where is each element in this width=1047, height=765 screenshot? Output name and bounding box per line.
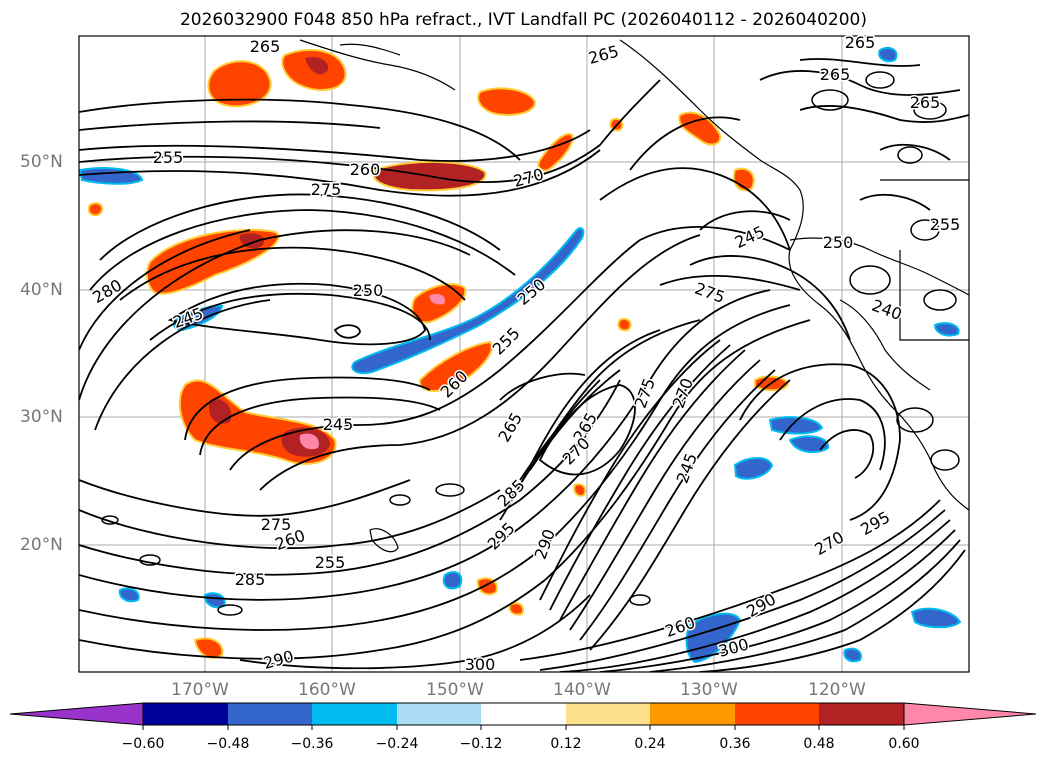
contour-label: 245: [323, 415, 354, 434]
small-contour-blobs: [101, 71, 960, 616]
colorbar-tick-label: −0.36: [290, 736, 334, 752]
lat-label-20n: 20°N: [20, 535, 63, 555]
colorbar-extend-low: [9, 702, 144, 726]
map-title: 2026032900 F048 850 hPa refract., IVT La…: [179, 10, 867, 30]
plot-frame: [78, 35, 970, 673]
contour-label: 275: [311, 180, 342, 199]
lon-label-170w: 170°W: [171, 680, 229, 700]
contour-label: 255: [930, 215, 961, 234]
contour-label: 250: [823, 233, 854, 252]
lon-label-150w: 150°W: [426, 680, 484, 700]
lon-label-130w: 130°W: [680, 680, 738, 700]
contour-label: 300: [465, 655, 496, 674]
lat-label-50n: 50°N: [20, 152, 63, 172]
contour-label: 265: [845, 33, 876, 52]
colorbar-extend-high: [903, 702, 1037, 726]
colorbar-tick-label: −0.60: [121, 736, 165, 752]
coastline: [299, 39, 969, 553]
ivt-contours: [79, 58, 969, 672]
colorbar-tick-label: 0.12: [550, 736, 582, 752]
plot-area: [79, 36, 969, 672]
colorbar: [9, 702, 1037, 730]
lon-label-120w: 120°W: [808, 680, 866, 700]
contour-label: 265: [250, 37, 281, 56]
colorbar-tick-label: 0.36: [719, 736, 751, 752]
lat-label-40n: 40°N: [20, 280, 63, 300]
contour-label: 275: [261, 515, 292, 534]
contour-label: 255: [153, 148, 184, 167]
contour-label: 265: [820, 65, 851, 84]
colorbar-tick-label: 0.24: [634, 736, 666, 752]
lon-label-140w: 140°W: [553, 680, 611, 700]
contour-label: 285: [235, 570, 266, 589]
colorbar-tick-label: −0.24: [375, 736, 419, 752]
contour-label: 250: [353, 281, 384, 300]
colorbar-tick-label: −0.12: [459, 736, 503, 752]
contour-label: 260: [350, 160, 381, 179]
lat-label-30n: 30°N: [20, 407, 63, 427]
lon-label-160w: 160°W: [298, 680, 356, 700]
colorbar-tick-label: −0.48: [206, 736, 250, 752]
colorbar-tick-label: 0.48: [803, 736, 835, 752]
contour-label: 265: [910, 93, 941, 112]
contour-label: 255: [315, 553, 346, 572]
colorbar-tick-label: 0.60: [888, 736, 920, 752]
